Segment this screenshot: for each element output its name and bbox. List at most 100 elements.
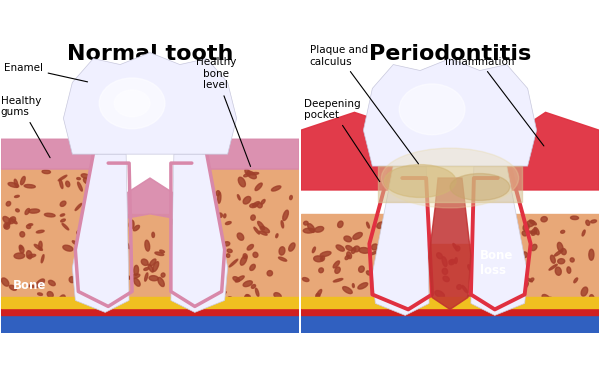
Bar	[1, 169, 93, 304]
Ellipse shape	[145, 273, 148, 281]
Ellipse shape	[530, 278, 534, 282]
Polygon shape	[379, 166, 521, 202]
Ellipse shape	[260, 226, 269, 233]
Ellipse shape	[442, 268, 448, 275]
Ellipse shape	[557, 243, 563, 252]
Bar	[301, 311, 599, 333]
Ellipse shape	[243, 197, 251, 204]
Ellipse shape	[35, 279, 44, 287]
Ellipse shape	[520, 267, 526, 274]
Ellipse shape	[253, 202, 259, 206]
Ellipse shape	[352, 248, 356, 254]
Text: Periodontitis: Periodontitis	[369, 44, 531, 64]
Ellipse shape	[240, 256, 247, 265]
Ellipse shape	[343, 287, 352, 294]
Ellipse shape	[313, 247, 316, 253]
Ellipse shape	[129, 220, 134, 229]
Ellipse shape	[302, 277, 309, 282]
Ellipse shape	[134, 265, 139, 275]
Ellipse shape	[336, 245, 344, 251]
Ellipse shape	[259, 231, 267, 235]
Text: Plaque and
calculus: Plaque and calculus	[310, 45, 418, 164]
Ellipse shape	[99, 78, 165, 129]
Ellipse shape	[49, 280, 55, 286]
Ellipse shape	[20, 176, 25, 185]
Ellipse shape	[27, 254, 35, 258]
Ellipse shape	[561, 248, 566, 255]
Ellipse shape	[254, 227, 260, 234]
Ellipse shape	[506, 293, 514, 301]
Ellipse shape	[283, 210, 289, 220]
Ellipse shape	[218, 213, 223, 217]
Ellipse shape	[371, 244, 378, 250]
Text: Normal tooth: Normal tooth	[67, 44, 233, 64]
Ellipse shape	[237, 233, 244, 240]
Ellipse shape	[508, 231, 512, 236]
Ellipse shape	[37, 230, 44, 233]
Ellipse shape	[149, 276, 158, 281]
Ellipse shape	[455, 258, 457, 263]
Ellipse shape	[247, 171, 256, 179]
Ellipse shape	[4, 223, 10, 229]
Ellipse shape	[145, 240, 150, 251]
Polygon shape	[108, 178, 192, 220]
Ellipse shape	[20, 232, 25, 237]
Ellipse shape	[382, 266, 385, 269]
Ellipse shape	[467, 295, 473, 301]
Bar	[1, 297, 299, 308]
Ellipse shape	[353, 233, 362, 240]
Ellipse shape	[134, 278, 140, 286]
Ellipse shape	[238, 177, 245, 187]
Ellipse shape	[59, 295, 65, 303]
Ellipse shape	[582, 230, 585, 236]
Ellipse shape	[141, 259, 148, 265]
Ellipse shape	[118, 228, 126, 231]
Ellipse shape	[278, 257, 287, 261]
Ellipse shape	[226, 254, 230, 257]
Ellipse shape	[358, 283, 368, 289]
Ellipse shape	[520, 290, 522, 296]
Ellipse shape	[531, 244, 537, 251]
Ellipse shape	[42, 170, 50, 174]
Ellipse shape	[219, 262, 225, 271]
Polygon shape	[301, 112, 399, 190]
Ellipse shape	[244, 294, 250, 304]
Ellipse shape	[229, 297, 232, 299]
Ellipse shape	[567, 267, 571, 273]
Ellipse shape	[77, 182, 82, 191]
Ellipse shape	[117, 259, 124, 264]
Ellipse shape	[114, 90, 150, 117]
Ellipse shape	[359, 266, 364, 272]
Ellipse shape	[422, 254, 428, 260]
Ellipse shape	[161, 273, 165, 277]
Polygon shape	[171, 154, 227, 312]
Ellipse shape	[257, 203, 262, 208]
Ellipse shape	[261, 199, 265, 204]
Ellipse shape	[38, 241, 42, 250]
Ellipse shape	[470, 249, 479, 257]
Bar	[114, 214, 186, 304]
Ellipse shape	[226, 222, 231, 224]
Ellipse shape	[271, 186, 281, 191]
Polygon shape	[504, 112, 599, 190]
Ellipse shape	[255, 183, 262, 191]
Ellipse shape	[243, 254, 247, 259]
Ellipse shape	[257, 222, 265, 230]
Ellipse shape	[10, 285, 16, 290]
Polygon shape	[1, 139, 99, 169]
Ellipse shape	[345, 255, 349, 259]
Ellipse shape	[9, 217, 16, 224]
Ellipse shape	[526, 231, 536, 233]
Ellipse shape	[11, 218, 17, 224]
Ellipse shape	[418, 259, 424, 264]
Ellipse shape	[550, 255, 555, 263]
Ellipse shape	[28, 224, 33, 226]
Polygon shape	[73, 154, 129, 312]
Ellipse shape	[243, 281, 253, 287]
Ellipse shape	[522, 231, 527, 236]
Ellipse shape	[468, 265, 472, 272]
Ellipse shape	[450, 174, 510, 201]
Ellipse shape	[251, 215, 255, 220]
Ellipse shape	[14, 195, 19, 198]
Ellipse shape	[571, 216, 578, 220]
